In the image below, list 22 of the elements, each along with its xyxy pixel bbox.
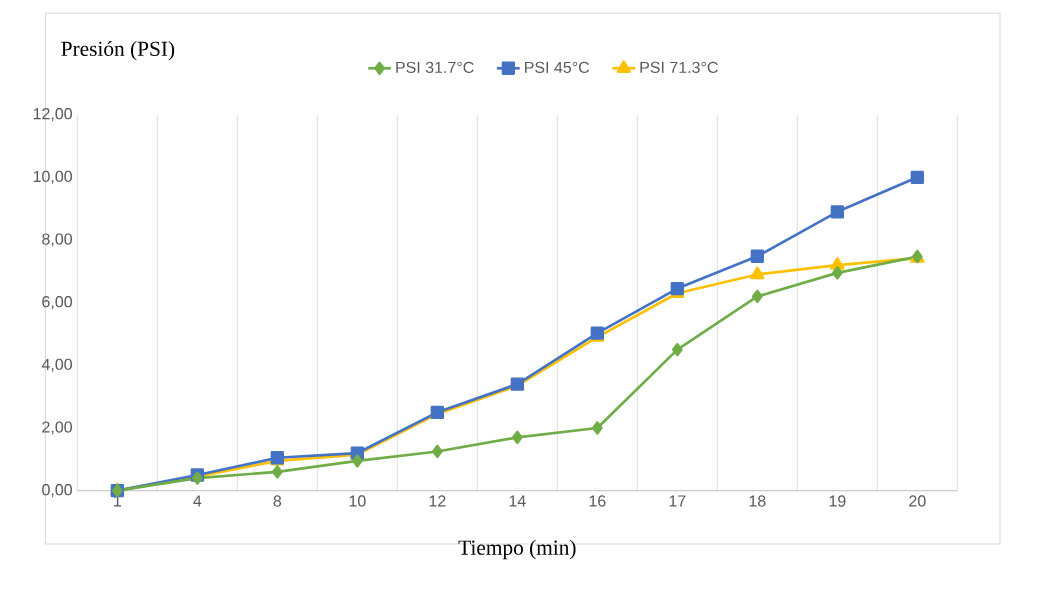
- x-tick-label: 17: [669, 495, 686, 507]
- y-tick-label: 2,00: [42, 421, 73, 435]
- x-tick-label: 20: [909, 495, 926, 507]
- y-tick-label: 12,00: [33, 108, 73, 122]
- y-tick-label: 8,00: [42, 233, 73, 247]
- x-tick-label: 12: [429, 495, 446, 507]
- x-tick-label: 4: [193, 495, 202, 507]
- x-tick-label: 14: [509, 495, 526, 507]
- x-tick-label: 19: [829, 495, 846, 507]
- x-tick-label: 18: [749, 495, 766, 507]
- y-tick-label: 0,00: [42, 484, 73, 498]
- x-tick-label: 16: [589, 495, 606, 507]
- x-tick-label: 10: [349, 495, 366, 507]
- x-axis-title: Tiempo (min): [458, 540, 576, 560]
- y-tick-label: 4,00: [41, 358, 73, 373]
- legend-label: PSI 71.3°C: [640, 61, 718, 74]
- legend-label: PSI 31.7°C: [396, 61, 474, 74]
- legend-label: PSI 45°C: [525, 61, 590, 74]
- y-axis-title: Presión (PSI): [61, 41, 175, 61]
- x-tick-label: 8: [273, 495, 282, 507]
- y-tick-label: 10,00: [33, 170, 73, 185]
- y-tick-label: 6,00: [42, 296, 73, 310]
